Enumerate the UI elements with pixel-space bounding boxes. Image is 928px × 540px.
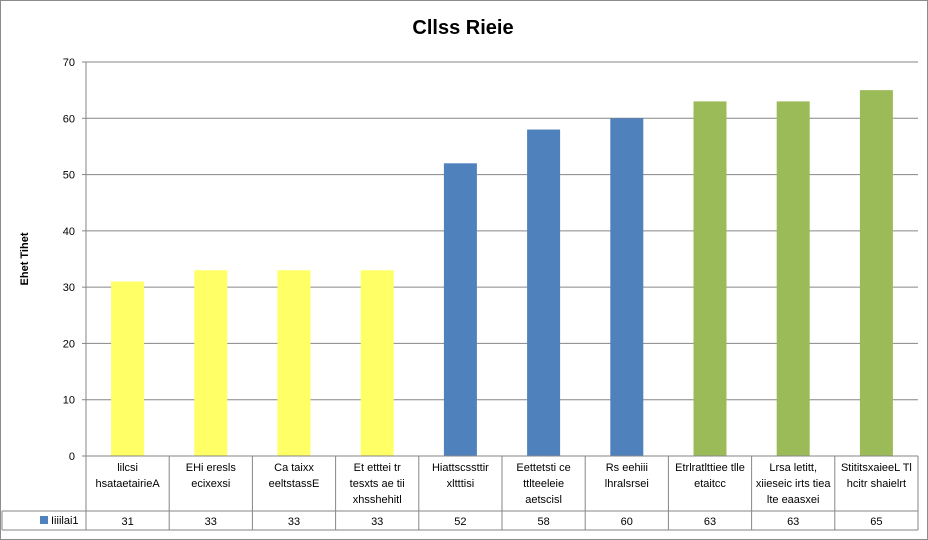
y-tick-label: 30 [63, 282, 75, 294]
category-label: Hiattscssttir [432, 462, 489, 474]
category-label: hsataetairieA [95, 478, 160, 490]
category-label: Etrlratlttiee tlle [675, 462, 745, 474]
bar [111, 281, 145, 456]
chart-title: Cllss Rieie [412, 17, 513, 39]
y-tick-label: 40 [63, 226, 75, 238]
category-label: aetscisl [525, 494, 562, 506]
bar [776, 101, 810, 457]
category-label: EHi eresls [186, 462, 237, 474]
category-label: hcitr shaielrt [847, 478, 906, 490]
data-label: 33 [205, 516, 217, 528]
bar [693, 101, 727, 457]
data-label: 63 [704, 516, 716, 528]
bar [360, 270, 394, 456]
bars [111, 90, 893, 457]
y-tick-label: 20 [63, 338, 75, 350]
data-table: lilcsi hsataetairieA EHi eresls ecixexsi Ca … [1, 455, 919, 531]
bar [277, 270, 311, 456]
bar [194, 270, 228, 456]
data-label: 58 [537, 516, 549, 528]
category-label: ecixexsi [191, 478, 230, 490]
category-label: eeltstassE [269, 478, 320, 490]
data-label: 60 [621, 516, 633, 528]
data-label: 33 [371, 516, 383, 528]
category-label: xltttisi [447, 478, 475, 490]
category-label: lhralsrsei [605, 478, 649, 490]
y-tick-label: 10 [63, 395, 75, 407]
data-label: 33 [288, 516, 300, 528]
bar [859, 90, 893, 457]
bar [527, 129, 561, 457]
y-tick-label: 0 [69, 451, 75, 463]
category-label: Eettetsti ce [516, 462, 570, 474]
legend-label: Iiiilai1 [51, 515, 79, 527]
y-axis-title: Ehet Tihet [19, 232, 31, 285]
category-label: lte eaasxei [767, 494, 820, 506]
category-label: StititsxaieeL Tl [841, 462, 912, 474]
category-label: lilcsi [117, 462, 138, 474]
category-label: xiieseic irts tiea [756, 478, 831, 490]
bar [443, 163, 477, 457]
y-tick-label: 70 [63, 57, 75, 69]
category-label: xhsshehitl [353, 494, 402, 506]
bar [610, 118, 644, 457]
data-label: 63 [787, 516, 799, 528]
data-label: 31 [121, 516, 133, 528]
y-tick-label: 60 [63, 113, 75, 125]
category-label: ttlteeleie [523, 478, 564, 490]
axes: 0 10 20 30 40 50 60 70 [63, 57, 87, 463]
category-label: Rs eehiii [606, 462, 648, 474]
category-label: Ca taixx [274, 462, 314, 474]
data-label: 52 [454, 516, 466, 528]
data-label: 65 [870, 516, 882, 528]
y-tick-label: 50 [63, 170, 75, 182]
category-label: etaitcc [694, 478, 726, 490]
category-label: Lrsa letitt, [769, 462, 817, 474]
category-label: Et etttei tr [354, 462, 401, 474]
category-label: tesxts ae tii [350, 478, 405, 490]
legend-swatch [40, 516, 48, 524]
